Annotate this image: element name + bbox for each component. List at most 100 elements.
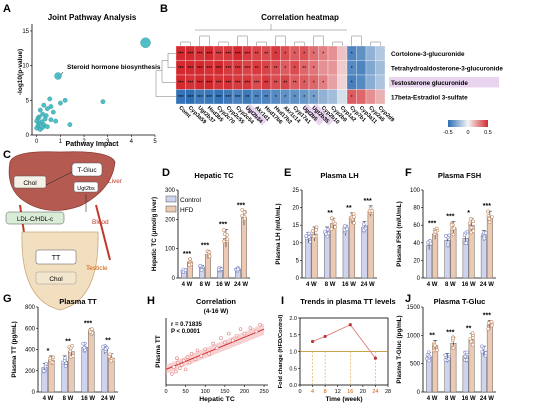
replicate-point [314,225,319,229]
y-tick-label: 0 [417,390,421,396]
x-tick-label: 24 W [361,282,375,288]
replicate-point [345,227,349,232]
panel-title: Plasma TT [59,297,97,306]
data-point [175,356,179,361]
p-value: P < 0.0001 [171,329,201,335]
y-tick-label: 20 [292,206,299,212]
significance-stars: * [322,80,324,86]
heatmap-cell [365,74,376,90]
heatmap-cell [337,45,348,61]
heatmap-cell [318,60,329,76]
replicate-point [326,227,330,232]
y-tick-label: 1.0 [289,350,297,356]
replicate-point [109,359,114,363]
control-bar [361,226,368,279]
replicate-point [329,227,334,231]
y-axis-label: Plasma FSH (mIU/mL) [396,201,403,266]
panel-b-heatmap: *** *** *** *** *** *** *** *** ** ** * * * * * * **** **… [155,24,503,136]
ugt-label: Ugt2bs [77,186,95,192]
replicate-point [236,267,240,272]
y-axis-label: Plasma TT (pg/mL) [11,321,18,377]
panel-title: Joint Pathway Analysis [48,13,137,22]
dendrogram-branch [199,35,210,46]
replicate-point [216,267,221,272]
significance-stars: *** [197,66,203,72]
significance-stars: *** [428,221,436,228]
trend-point [348,323,352,327]
data-point [175,360,180,365]
replicate-point [331,219,336,224]
significance-stars: *** [187,80,193,86]
replicate-point [426,240,430,245]
data-point [195,348,200,353]
x-tick-label: 24 [372,389,378,395]
ldl-box [5,211,65,225]
significance-stars: ** [346,205,352,212]
replicate-point [225,237,230,241]
heatmap-cell [327,60,338,76]
x-tick-label: 16 W [462,396,476,402]
replicate-point [480,344,484,349]
replicate-point [107,354,112,359]
replicate-point [464,358,469,362]
heatmap-cell [327,45,338,61]
replicate-point [63,364,68,368]
legend-tick: 0 [466,130,469,136]
replicate-point [363,226,368,231]
y-tick-label: 200 [25,369,36,375]
y-tick-label: 100 [165,247,176,253]
panel-c: C T-Gluc Ugt2bs Chol Liver Blood LDL-C/H… [3,149,123,311]
replicate-point [41,369,46,373]
panel-e-plot: E Plasma LH Plasma LH (mIU/mL) 0 5 10 15 20 25 4 … [275,167,377,288]
y-tick-label: 0 [172,276,176,282]
legend-hfd-swatch [165,205,177,213]
replicate-point [433,343,437,348]
replicate-point [463,354,468,359]
significance-stars: * [275,95,277,101]
column-highlight [245,103,268,126]
hfd-bar [88,331,95,393]
data-point [57,100,63,106]
heatmap-cell [327,89,338,105]
control-bar [426,245,433,279]
dendrogram-branch [275,35,286,46]
legend-colorbar [448,120,488,127]
significance-stars: ** [283,80,287,86]
replicate-point [88,330,93,334]
x-tick-label: 8 W [325,282,336,288]
trend-point [310,339,315,344]
significance-stars: *** [364,198,372,205]
significance-stars: *** [235,51,241,57]
data-point [181,358,186,363]
replicate-point [48,356,52,361]
liver-label: Liver [108,178,123,185]
panel-title: Plasma FSH [438,171,481,180]
replicate-point [242,210,247,214]
column-highlight [311,103,334,126]
x-tick-label: 16 W [216,282,230,288]
data-point [258,322,262,327]
x-tick-label: 16 W [81,396,95,402]
row-dendrogram [155,70,176,97]
panel-a-plot: 0 1 2 3 4 5 0 5 10 15 [22,24,157,145]
significance-stars: *** [187,51,193,57]
x-tick-label: 4 W [427,282,438,288]
replicate-point [307,231,311,236]
legend-hfd-label: HFD [180,207,194,214]
panel-f-plot: F Plasma FSH Plasma FSH (mIU/mL) 0 20 40 60 80 1… [396,167,496,288]
panel-letter: F [405,167,412,179]
data-point [185,355,190,359]
x-tick-label: 20 [360,389,366,395]
dendrogram-branch [313,35,324,46]
significance-stars: ** [274,66,278,72]
hfd-bar [486,216,493,279]
significance-stars: ** [264,66,268,72]
hfd-bar [330,223,337,279]
data-point [40,124,46,130]
data-point [219,336,223,340]
hfd-bar [432,345,439,393]
significance-stars: *** [446,330,454,337]
x-tick-label: 24 W [480,396,494,402]
significance-stars: * [284,66,286,72]
